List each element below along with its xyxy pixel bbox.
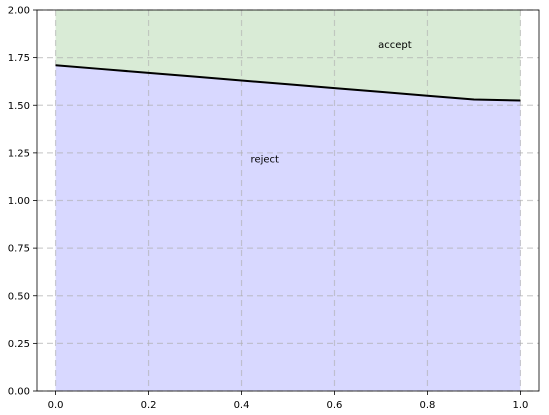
region-label-accept: accept — [378, 40, 412, 51]
y-tick-label: 2.00 — [8, 6, 30, 17]
y-tick-label: 0.00 — [8, 387, 30, 398]
y-tick-label: 1.25 — [8, 148, 30, 159]
y-tick-label: 0.50 — [8, 291, 30, 302]
x-tick-label: 0.0 — [48, 400, 64, 411]
x-tick-label: 0.6 — [327, 400, 343, 411]
y-tick-label: 0.25 — [8, 339, 30, 350]
x-tick-label: 1.0 — [512, 400, 528, 411]
y-tick-label: 1.50 — [8, 101, 30, 112]
x-tick-label: 0.4 — [234, 400, 250, 411]
x-tick-label: 0.2 — [141, 400, 157, 411]
y-tick-label: 1.75 — [8, 53, 30, 64]
region-reject — [56, 65, 521, 391]
y-tick-label: 1.00 — [8, 196, 30, 207]
y-tick-label: 0.75 — [8, 244, 30, 255]
region-label-reject: reject — [251, 154, 279, 165]
x-tick-label: 0.8 — [419, 400, 435, 411]
